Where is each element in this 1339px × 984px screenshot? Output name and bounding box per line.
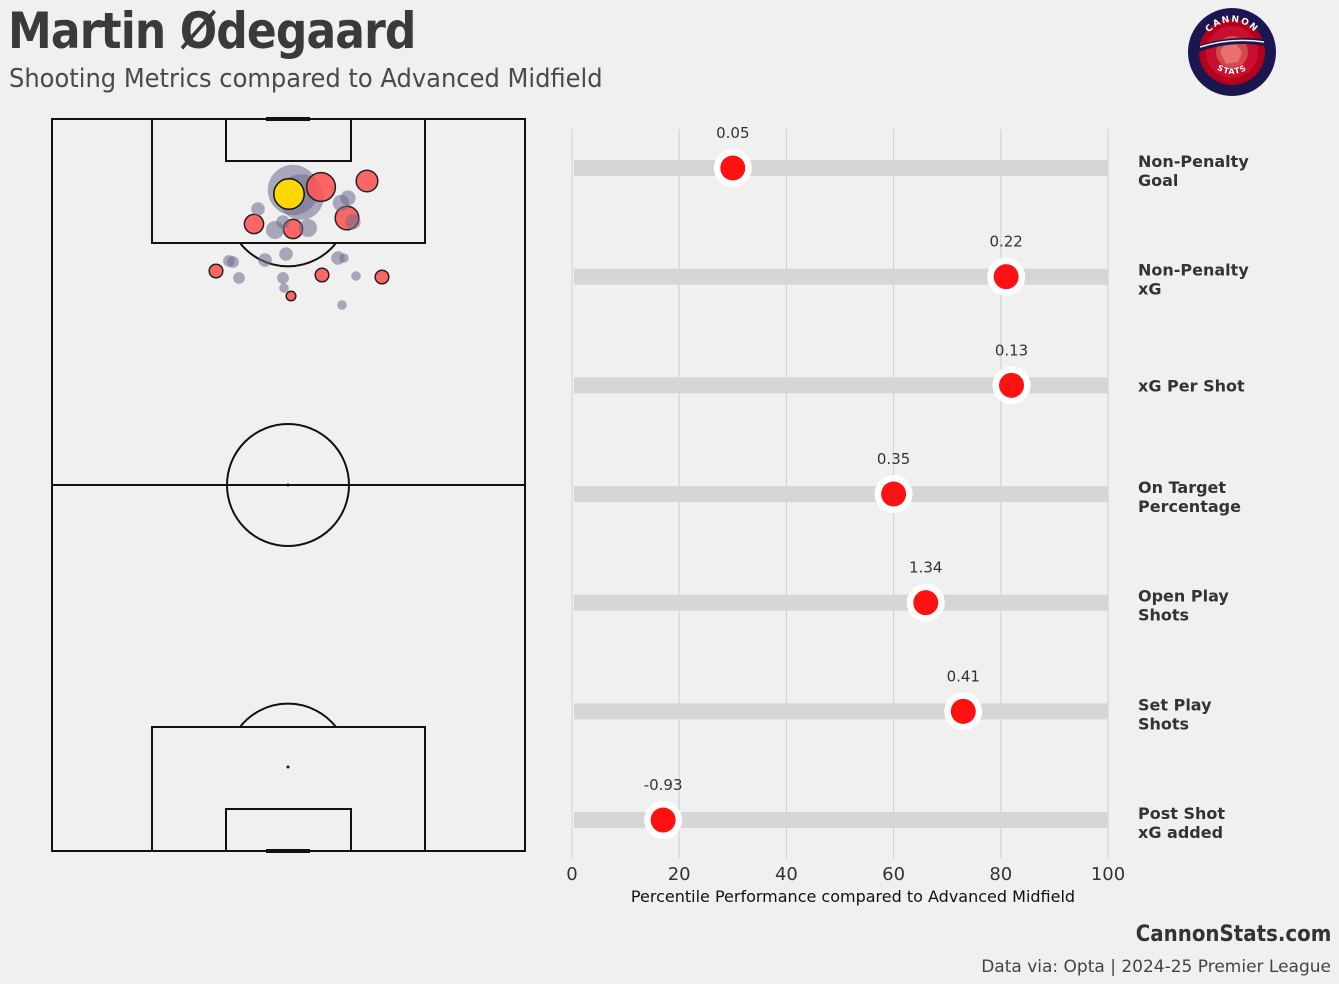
- x-tick-label: 20: [668, 864, 691, 885]
- shot-highlight: [273, 178, 305, 210]
- shot-goal: [355, 169, 379, 193]
- metric-label: Non-Penalty: [1138, 152, 1249, 171]
- x-tick-label: 60: [882, 864, 905, 885]
- x-tick-label: 40: [775, 864, 798, 885]
- percentile-track: [574, 594, 1108, 611]
- metric-label-line2: Shots: [1138, 606, 1189, 625]
- shot-goal: [305, 171, 337, 203]
- metric-value-label: 0.35: [877, 450, 910, 468]
- percentile-track: [574, 377, 1108, 394]
- footer-brand: CannonStats.com: [1135, 922, 1331, 947]
- shot-non-goal: [351, 271, 361, 281]
- percentile-marker: [950, 698, 976, 724]
- x-ticks-layer: 0 20 40 60 80 100: [566, 864, 1125, 885]
- percentile-track: [574, 703, 1108, 720]
- shot-non-goal: [251, 202, 265, 216]
- shot-non-goal: [340, 190, 356, 206]
- shot-non-goal: [337, 300, 347, 310]
- shot-goal: [208, 263, 224, 279]
- metric-label: Non-Penalty: [1138, 261, 1249, 280]
- page-subtitle: Shooting Metrics compared to Advanced Mi…: [9, 64, 603, 94]
- metric-value-label: 1.34: [909, 559, 942, 577]
- shot-non-goal: [233, 272, 245, 284]
- shot-non-goal: [279, 283, 289, 293]
- metric-label: Post Shot: [1138, 804, 1225, 823]
- logo-bottom-text: STATS: [1216, 63, 1248, 76]
- page-title: Martin Ødegaard: [8, 2, 416, 60]
- metric-value-label: -0.93: [644, 776, 683, 794]
- metric-label: Open Play: [1138, 587, 1229, 606]
- percentile-marker: [881, 481, 907, 507]
- percentile-track: [574, 812, 1108, 829]
- shot-non-goal: [279, 247, 293, 261]
- metric-label-line2: Percentage: [1138, 497, 1241, 516]
- rows-layer: 0.05Non-PenaltyGoal0.22Non-PenaltyxG0.13…: [574, 124, 1249, 842]
- metric-value-label: 0.13: [995, 341, 1028, 359]
- pitch-lines: [51, 117, 526, 853]
- metric-label: xG Per Shot: [1138, 376, 1245, 395]
- shot-non-goal: [277, 272, 289, 284]
- percentile-marker: [999, 372, 1025, 398]
- metric-label-line2: Shots: [1138, 714, 1189, 733]
- shot-non-goal: [299, 219, 317, 237]
- metric-label-line2: xG: [1138, 280, 1161, 299]
- metric-label-line2: xG added: [1138, 823, 1223, 842]
- svg-text:STATS: STATS: [1216, 63, 1249, 76]
- shot-non-goal: [339, 253, 349, 263]
- metric-label: On Target: [1138, 478, 1226, 497]
- x-tick-label: 0: [566, 864, 577, 885]
- metric-value-label: 0.22: [989, 233, 1022, 251]
- shot-goal: [314, 267, 330, 283]
- percentile-marker: [720, 155, 746, 181]
- shot-non-goal: [345, 214, 361, 230]
- shot-non-goal: [276, 215, 290, 229]
- metric-row: 0.13 xG Per Shot: [574, 341, 1245, 405]
- percentile-chart: 0.05Non-PenaltyGoal0.22Non-PenaltyxG0.13…: [566, 124, 1249, 906]
- shot-map-pitch: [51, 117, 526, 853]
- x-axis-label: Percentile Performance compared to Advan…: [631, 887, 1075, 906]
- metric-label-line2: Goal: [1138, 171, 1178, 190]
- footer-source: Data via: Opta | 2024-25 Premier League: [981, 957, 1331, 977]
- percentile-track: [574, 486, 1108, 503]
- percentile-marker: [913, 590, 939, 616]
- shot-non-goal: [258, 253, 272, 267]
- shot-goal: [374, 269, 390, 285]
- percentile-marker: [993, 264, 1019, 290]
- metric-value-label: 0.41: [947, 667, 980, 685]
- cannon-stats-logo: CANNON STATS: [1188, 8, 1276, 96]
- shot-goal: [285, 290, 297, 302]
- shots-layer: [208, 164, 390, 310]
- x-tick-label: 100: [1091, 864, 1125, 885]
- percentile-track: [574, 160, 1108, 176]
- x-tick-label: 80: [989, 864, 1012, 885]
- metric-value-label: 0.05: [716, 124, 749, 142]
- shot-non-goal: [223, 255, 235, 267]
- percentile-track: [574, 268, 1108, 285]
- percentile-marker: [650, 807, 676, 833]
- metric-label: Set Play: [1138, 695, 1212, 714]
